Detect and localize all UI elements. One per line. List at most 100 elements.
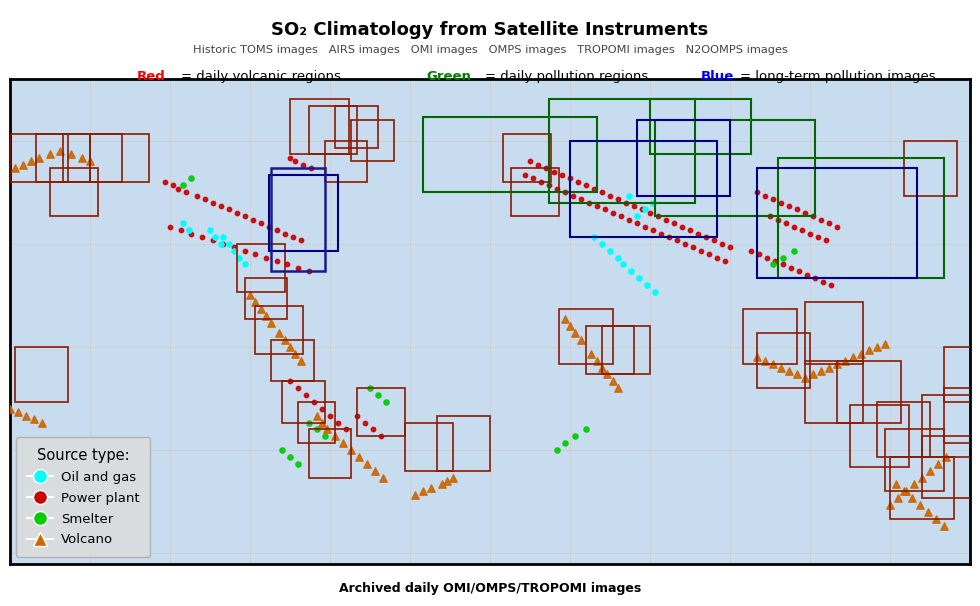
Point (682, 225, 698, 235)
Point (18, 411, 33, 421)
Point (789, 205, 805, 215)
Bar (298, 402, 335, 443)
Bar (805, 361, 863, 422)
Point (549, 184, 564, 194)
Point (226, 246, 242, 256)
Point (525, 174, 541, 184)
Point (666, 218, 682, 228)
Point (701, 249, 716, 259)
Point (301, 418, 317, 427)
Point (416, 487, 431, 496)
Point (882, 501, 898, 510)
Point (797, 208, 812, 218)
Point (357, 418, 372, 427)
Point (287, 156, 303, 166)
Point (258, 253, 273, 262)
Point (269, 256, 284, 266)
Bar (944, 347, 980, 402)
Point (360, 459, 375, 468)
Bar (890, 457, 955, 519)
Point (829, 222, 845, 231)
Point (773, 363, 789, 373)
Point (220, 239, 236, 248)
Point (194, 232, 210, 242)
Point (306, 397, 321, 407)
Point (245, 215, 261, 225)
Point (439, 476, 455, 486)
Bar (309, 430, 351, 478)
Bar (10, 134, 69, 182)
Bar (324, 141, 368, 182)
Point (285, 232, 301, 242)
Point (631, 273, 647, 283)
Point (363, 384, 378, 393)
Point (247, 298, 263, 307)
Point (904, 493, 919, 503)
Point (365, 425, 380, 435)
Point (216, 239, 231, 248)
Point (677, 239, 693, 248)
Point (522, 156, 538, 166)
Point (762, 211, 778, 221)
Point (165, 181, 180, 190)
Bar (944, 388, 980, 443)
Bar (512, 168, 560, 216)
Point (749, 187, 764, 197)
Point (287, 349, 303, 359)
Point (258, 311, 273, 321)
Point (760, 253, 775, 262)
Point (301, 267, 317, 276)
Point (271, 328, 287, 338)
Point (594, 363, 610, 373)
Point (372, 431, 388, 441)
Bar (549, 99, 696, 202)
Point (530, 160, 546, 170)
Bar (271, 340, 314, 381)
Point (651, 211, 666, 221)
Point (322, 411, 338, 421)
Point (611, 253, 626, 262)
Point (26, 415, 42, 424)
Point (906, 480, 922, 490)
Point (765, 259, 781, 269)
Point (314, 404, 329, 414)
Point (327, 431, 343, 441)
Point (183, 228, 199, 238)
Point (594, 187, 610, 197)
Point (653, 228, 668, 238)
Point (823, 280, 839, 290)
Point (698, 232, 713, 242)
Point (930, 459, 946, 468)
Point (335, 438, 351, 448)
Point (247, 249, 263, 259)
Point (202, 225, 218, 235)
Point (408, 490, 423, 500)
Point (175, 181, 191, 190)
Point (589, 356, 605, 365)
Point (583, 349, 599, 359)
Point (805, 370, 820, 379)
Point (445, 473, 461, 482)
Point (640, 280, 656, 290)
Point (621, 215, 637, 225)
Point (208, 232, 223, 242)
Bar (335, 106, 378, 147)
Point (775, 253, 791, 262)
Bar (851, 405, 908, 467)
Point (821, 218, 837, 228)
Bar (877, 402, 930, 457)
Point (805, 211, 820, 221)
Point (533, 177, 549, 187)
Legend: Oil and gas, Power plant, Smelter, Volcano: Oil and gas, Power plant, Smelter, Volca… (17, 437, 151, 557)
Bar (637, 120, 730, 196)
Point (557, 187, 572, 197)
Text: Green: Green (426, 70, 471, 82)
Point (869, 342, 885, 352)
Point (877, 339, 893, 348)
Bar (15, 347, 69, 402)
Point (282, 452, 298, 462)
Point (282, 376, 298, 386)
Bar (255, 305, 303, 354)
Point (314, 418, 329, 427)
Point (74, 153, 90, 162)
